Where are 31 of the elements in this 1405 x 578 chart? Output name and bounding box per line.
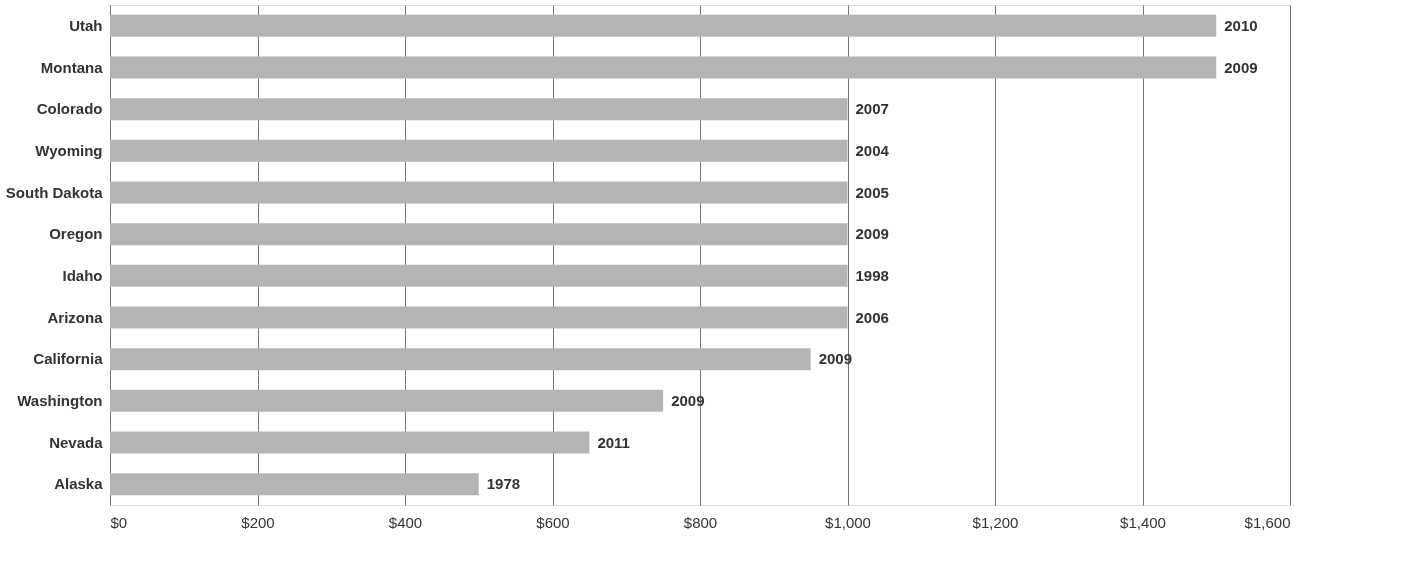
x-tick-label: $400 [388, 513, 423, 531]
annotation: 2004 [855, 141, 890, 159]
annotation: 2007 [855, 100, 889, 118]
x-tick-label: $1,400 [1120, 513, 1166, 531]
x-tick-label: $600 [536, 513, 570, 531]
annotation: 2010 [1224, 16, 1258, 34]
y-tick-label: Utah [69, 16, 103, 34]
x-tick-label: $0 [110, 513, 128, 531]
x-tick-label: $1,200 [972, 513, 1019, 531]
annotation: 2006 [855, 308, 889, 326]
y-tick-label: Nevada [49, 433, 104, 451]
annotation: 2011 [597, 433, 630, 451]
y-tick-label: Colorado [36, 100, 103, 118]
y-tick-label: California [33, 350, 104, 368]
x-tick-label: $800 [683, 513, 718, 531]
y-tick-label: Wyoming [35, 141, 103, 159]
y-tick-label: Oregon [49, 225, 103, 243]
y-tick-label: Montana [40, 58, 104, 76]
annotation: 2005 [855, 183, 889, 201]
x-tick-label: $1,600 [1244, 513, 1291, 531]
y-tick-label: South Dakota [5, 183, 104, 201]
y-tick-label: Idaho [62, 266, 103, 284]
annotation: 2009 [855, 225, 889, 243]
annotation: 1978 [486, 475, 521, 493]
y-tick-label: Washington [17, 391, 103, 409]
annotation: 2009 [1224, 58, 1258, 76]
x-tick-label: $1,000 [825, 513, 871, 531]
y-tick-label: Arizona [47, 308, 104, 326]
x-tick-label: $200 [241, 513, 275, 531]
annotation: 1998 [855, 266, 889, 284]
y-tick-label: Alaska [54, 475, 104, 493]
